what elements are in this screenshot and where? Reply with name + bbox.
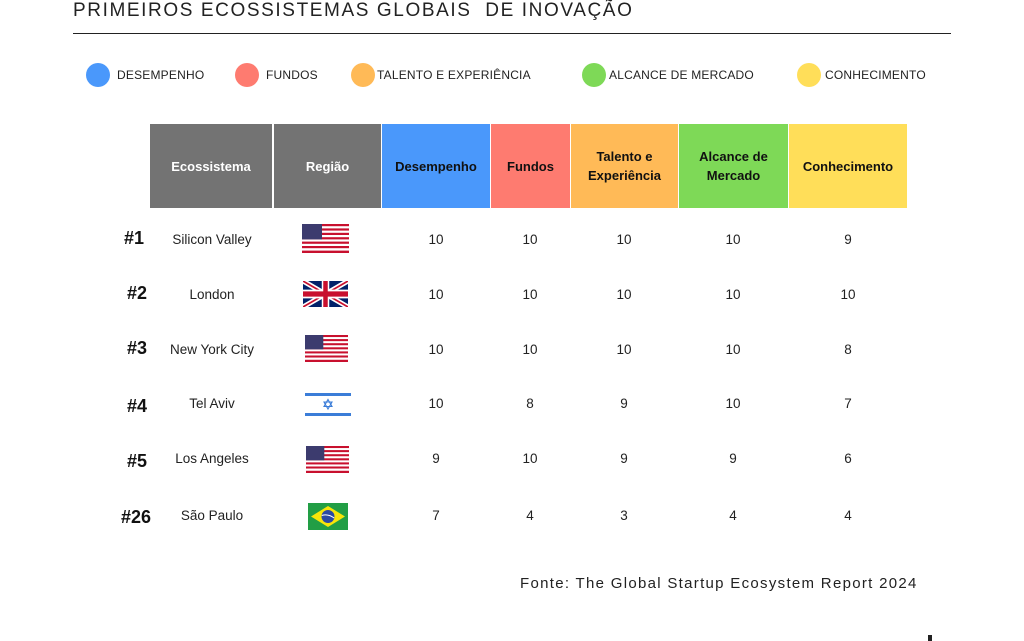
- legend-dot-icon: [351, 63, 375, 87]
- usa-flag-icon: [306, 446, 349, 473]
- legend-dot-icon: [235, 63, 259, 87]
- score-alcance: 10: [725, 396, 741, 411]
- israel-flag-icon: [305, 392, 351, 417]
- legend-label: FUNDOS: [266, 68, 318, 82]
- score-desempenho: 7: [432, 508, 440, 523]
- usa-flag-icon: [305, 335, 348, 362]
- legend-dot-icon: [86, 63, 110, 87]
- table-row: #1 Silicon Valley 10 10 10 10 9: [0, 224, 1024, 258]
- score-conhecimento: 8: [844, 342, 852, 357]
- header-fundos: Fundos: [491, 124, 570, 208]
- score-conhecimento: 6: [844, 451, 852, 466]
- decorative-mark: [928, 635, 932, 641]
- score-conhecimento: 10: [840, 287, 856, 302]
- score-talento: 10: [616, 232, 632, 247]
- title-divider: [73, 33, 951, 34]
- table-row: #2 London 10 10 10 10 10: [0, 281, 1024, 313]
- score-alcance: 9: [729, 451, 737, 466]
- ecosystem-name: Silicon Valley: [172, 232, 252, 247]
- score-fundos: 10: [522, 287, 538, 302]
- legend-item-alcance: ALCANCE DE MERCADO: [582, 63, 754, 87]
- score-fundos: 10: [522, 232, 538, 247]
- score-alcance: 10: [725, 232, 741, 247]
- score-conhecimento: 4: [844, 508, 852, 523]
- ecosystem-name: London: [189, 287, 235, 302]
- table-row: #3 New York City 10 10 10 10 8: [0, 335, 1024, 368]
- legend: DESEMPENHO FUNDOS TALENTO E EXPERIÊNCIA …: [0, 63, 1024, 87]
- header-conhecimento: Conhecimento: [789, 124, 907, 208]
- ecosystem-name: Los Angeles: [175, 451, 249, 466]
- ecosystem-name: Tel Aviv: [189, 396, 235, 411]
- ecosystem-name: New York City: [169, 342, 255, 357]
- legend-item-fundos: FUNDOS: [235, 63, 318, 87]
- score-desempenho: 10: [428, 287, 444, 302]
- rank-label: #4: [126, 396, 147, 416]
- legend-label: ALCANCE DE MERCADO: [609, 68, 754, 82]
- uk-flag-icon: [303, 281, 348, 307]
- legend-item-conhecimento: CONHECIMENTO: [797, 63, 926, 87]
- header-alcance: Alcance de Mercado: [679, 124, 788, 208]
- table-row: #26 São Paulo 7 4 3 4 4: [0, 503, 1024, 535]
- legend-label: CONHECIMENTO: [825, 68, 926, 82]
- header-regiao: Região: [274, 124, 381, 208]
- brazil-flag-icon: [308, 503, 348, 530]
- score-desempenho: 10: [428, 396, 444, 411]
- rank-label: #1: [123, 228, 144, 248]
- header-talento: Talento e Experiência: [571, 124, 678, 208]
- score-talento: 9: [620, 396, 628, 411]
- source-caption: Fonte: The Global Startup Ecosystem Repo…: [520, 575, 918, 592]
- rank-label: #2: [126, 283, 147, 303]
- score-talento: 3: [620, 508, 628, 523]
- rank-label: #3: [126, 338, 147, 358]
- legend-dot-icon: [797, 63, 821, 87]
- table-row: #5 Los Angeles 9 10 9 9 6: [0, 446, 1024, 478]
- score-fundos: 10: [522, 342, 538, 357]
- score-conhecimento: 9: [844, 232, 852, 247]
- header-desempenho: Desempenho: [382, 124, 490, 208]
- score-talento: 9: [620, 451, 628, 466]
- score-alcance: 4: [729, 508, 737, 523]
- score-fundos: 10: [522, 451, 538, 466]
- score-desempenho: 9: [432, 451, 440, 466]
- score-talento: 10: [616, 287, 632, 302]
- ecosystem-name: São Paulo: [180, 508, 244, 523]
- legend-dot-icon: [582, 63, 606, 87]
- score-talento: 10: [616, 342, 632, 357]
- score-alcance: 10: [725, 342, 741, 357]
- header-ecossistema: Ecossistema: [150, 124, 272, 208]
- score-alcance: 10: [725, 287, 741, 302]
- table-row: #4 Tel Aviv 10 8 9 10 7: [0, 392, 1024, 423]
- rank-label: #26: [120, 507, 151, 527]
- legend-item-desempenho: DESEMPENHO: [86, 63, 204, 87]
- score-fundos: 8: [526, 396, 534, 411]
- legend-label: TALENTO E EXPERIÊNCIA: [377, 68, 531, 82]
- score-desempenho: 10: [428, 342, 444, 357]
- legend-item-talento: TALENTO E EXPERIÊNCIA: [351, 63, 531, 87]
- usa-flag-icon: [302, 224, 349, 253]
- rank-label: #5: [126, 451, 147, 471]
- score-desempenho: 10: [428, 232, 444, 247]
- page-title: PRIMEIROS ECOSSISTEMAS GLOBAIS DE INOVAÇ…: [73, 0, 634, 21]
- score-conhecimento: 7: [844, 396, 852, 411]
- score-fundos: 4: [526, 508, 534, 523]
- legend-label: DESEMPENHO: [117, 68, 205, 82]
